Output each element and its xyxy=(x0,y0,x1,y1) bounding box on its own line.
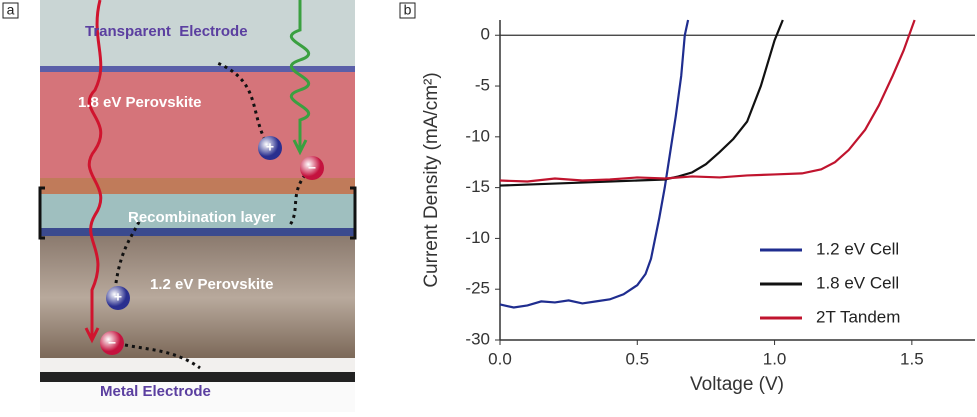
legend-label: 1.2 eV Cell xyxy=(816,239,899,258)
layer-interface xyxy=(40,178,355,196)
charge: + xyxy=(266,139,274,155)
layer-text: Metal Electrode xyxy=(100,383,211,400)
carrier-path xyxy=(113,60,307,370)
electron xyxy=(100,331,124,355)
legend-label: 2T Tandem xyxy=(816,307,900,326)
layer-text: 1.8 eV Perovskite xyxy=(78,94,201,111)
x-axis-label: Voltage (V) xyxy=(690,374,784,395)
y-tick-label: -5 xyxy=(475,76,490,95)
arrow xyxy=(84,327,100,344)
y-tick-label: -10 xyxy=(465,126,490,145)
layer-text: Recombination layer xyxy=(128,209,276,226)
y-axis-label: Current Density (mA/cm²) xyxy=(421,72,442,287)
y-tick-label: -25 xyxy=(465,279,490,298)
layer-bottom xyxy=(40,382,355,412)
layer-perovskite-bottom xyxy=(40,236,355,360)
layer-edge xyxy=(40,66,355,72)
hole xyxy=(106,286,130,310)
layer-text: 1.2 eV Perovskite xyxy=(150,276,273,293)
charge: + xyxy=(114,289,122,305)
panel-label: a xyxy=(7,2,15,18)
panel-label-box xyxy=(2,2,19,19)
arrow xyxy=(292,139,308,156)
x-tick-label: 0.0 xyxy=(488,349,512,368)
layer-edge xyxy=(40,228,355,236)
y-tick-label: -15 xyxy=(465,177,490,196)
y-tick-label: -30 xyxy=(465,329,490,348)
electron xyxy=(300,156,324,180)
panel-label: b xyxy=(404,2,412,18)
light-wave-green xyxy=(290,0,310,150)
series-line xyxy=(499,19,784,187)
series-line xyxy=(499,19,690,309)
layer-text: Transparent Electrode xyxy=(85,23,248,40)
panel-label-box xyxy=(399,2,416,19)
charge: – xyxy=(308,159,316,175)
legend-label: 1.8 eV Cell xyxy=(816,273,899,292)
hole xyxy=(258,136,282,160)
layer-electrode xyxy=(40,0,355,68)
charge: – xyxy=(108,334,116,350)
layer-metal-dark xyxy=(40,372,355,382)
x-tick-label: 1.5 xyxy=(900,349,924,368)
panel-a: a + – + – Transparent Electrode 1.8 eV P… xyxy=(2,0,357,412)
series-line xyxy=(499,19,916,183)
y-tick-label: -10 xyxy=(465,228,490,247)
bracket xyxy=(38,186,357,240)
x-tick-label: 1.0 xyxy=(763,349,787,368)
light-wave-red xyxy=(87,0,103,340)
x-tick-label: 0.5 xyxy=(625,349,649,368)
y-tick-label: 0 xyxy=(481,25,490,44)
